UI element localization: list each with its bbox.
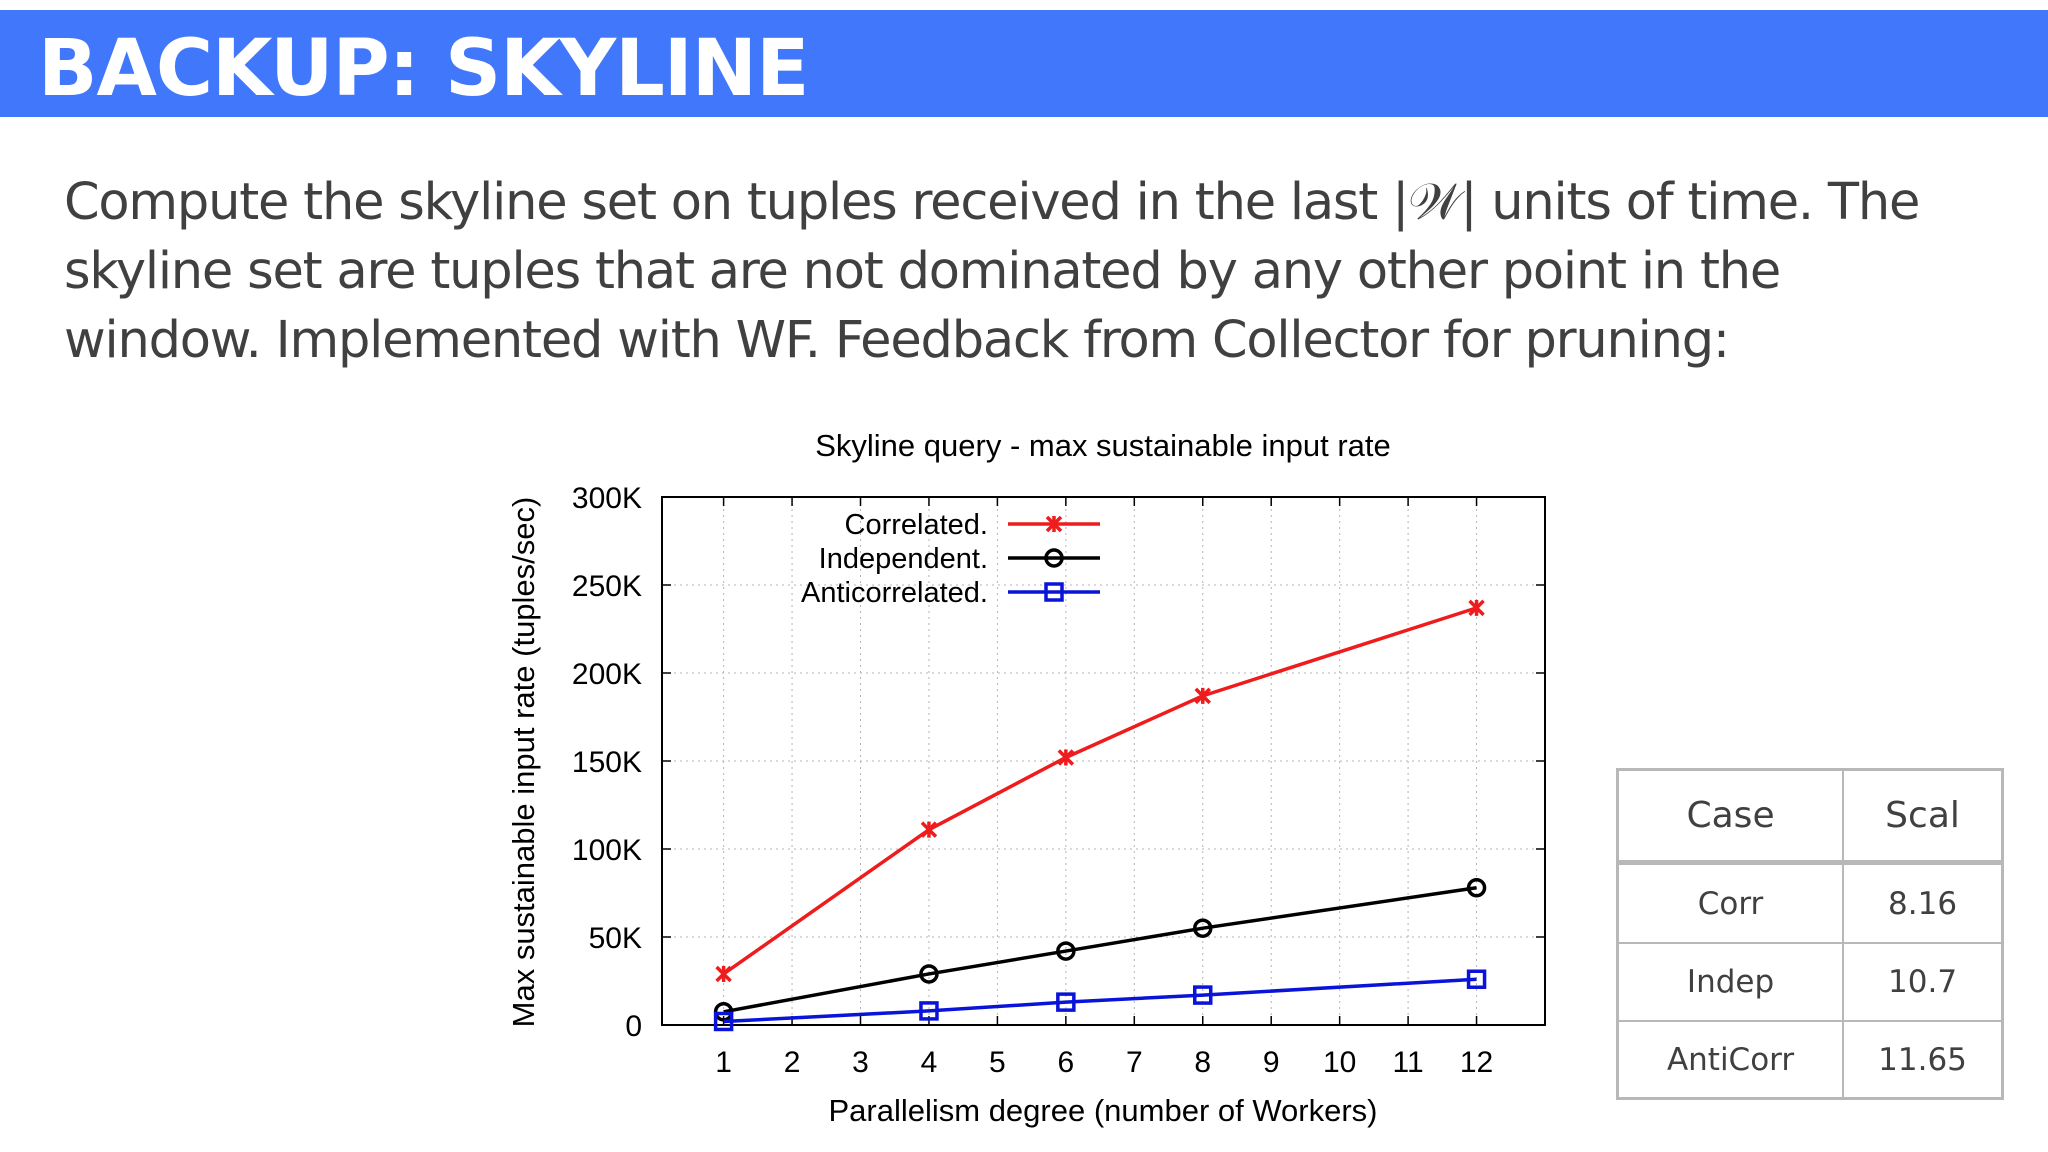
data-point xyxy=(1466,969,1487,989)
table-cell-scal: 10.7 xyxy=(1842,942,2001,1023)
data-point xyxy=(919,964,939,984)
data-point xyxy=(1056,992,1076,1012)
x-tick-label: 1 xyxy=(715,1046,732,1079)
data-point xyxy=(1044,548,1064,568)
series-anticorrelated xyxy=(713,969,1487,1032)
series-correlated xyxy=(715,599,1485,983)
data-point xyxy=(713,1011,734,1032)
x-tick-label: 4 xyxy=(921,1046,938,1079)
series-line xyxy=(722,606,1478,976)
y-tick-label: 300K xyxy=(572,482,642,515)
y-tick-label: 250K xyxy=(572,570,642,603)
x-tick-label: 2 xyxy=(784,1046,801,1079)
x-tick-label: 12 xyxy=(1460,1046,1493,1079)
data-point xyxy=(1193,918,1213,938)
data-point xyxy=(1466,877,1487,898)
table-row: Indep 10.7 xyxy=(1619,942,2001,1023)
y-tick-label: 200K xyxy=(572,658,642,691)
table-header-scal: Scal xyxy=(1842,771,2001,865)
data-point xyxy=(1468,599,1485,617)
data-point xyxy=(1057,749,1075,766)
x-axis-label: Parallelism degree (number of Workers) xyxy=(828,1093,1377,1128)
x-tick-label: 3 xyxy=(852,1046,869,1079)
y-tick-label: 100K xyxy=(572,834,642,867)
x-tick-label: 5 xyxy=(989,1046,1006,1079)
body-line-2: skyline set are tuples that are not domi… xyxy=(64,242,1781,301)
legend-label: Correlated. xyxy=(845,509,988,541)
table-cell-case: Indep xyxy=(1619,942,1845,1023)
title-bar: BACKUP: SKYLINE xyxy=(0,10,2048,117)
y-axis-label: Max sustainable input rate (tuples/sec) xyxy=(506,497,541,1028)
chart-title: Skyline query - max sustainable input ra… xyxy=(815,428,1391,463)
series-line xyxy=(723,885,1477,1014)
x-tick-label: 7 xyxy=(1126,1046,1143,1079)
data-point xyxy=(1056,941,1076,961)
legend-item: Independent. xyxy=(819,543,1100,575)
scalability-table: Case Scal Corr 8.16 Indep 10.7 AntiCorr … xyxy=(1616,768,2004,1100)
table-row: Corr 8.16 xyxy=(1619,861,2001,945)
table-cell-scal: 11.65 xyxy=(1842,1020,2001,1097)
slide-title: BACKUP: SKYLINE xyxy=(38,24,809,114)
data-point xyxy=(920,821,938,838)
y-tick-label: 0 xyxy=(625,1010,642,1043)
data-point xyxy=(1045,515,1063,533)
x-tick-label: 6 xyxy=(1058,1046,1075,1079)
x-tick-label: 11 xyxy=(1393,1046,1424,1079)
table-header-case: Case xyxy=(1619,771,1845,865)
data-point xyxy=(919,1001,939,1021)
legend-label: Anticorrelated. xyxy=(801,577,988,609)
table-header-row: Case Scal xyxy=(1619,771,2001,865)
legend-item: Anticorrelated. xyxy=(801,577,1100,609)
data-point xyxy=(1044,582,1064,602)
data-point xyxy=(1194,687,1211,705)
table-row: AntiCorr 11.65 xyxy=(1619,1020,2001,1097)
x-tick-label: 10 xyxy=(1323,1046,1356,1079)
data-point xyxy=(715,965,732,983)
legend-item: Correlated. xyxy=(845,509,1100,541)
body-line-3: window. Implemented with WF. Feedback fr… xyxy=(64,311,1730,370)
table-cell-case: AntiCorr xyxy=(1619,1020,1845,1097)
y-tick-label: 150K xyxy=(572,746,642,779)
table-cell-scal: 8.16 xyxy=(1842,861,2001,945)
data-point xyxy=(1193,985,1213,1005)
series-line xyxy=(723,977,1477,1024)
table-cell-case: Corr xyxy=(1619,861,1845,945)
legend-label: Independent. xyxy=(819,543,988,575)
y-tick-label: 50K xyxy=(589,922,642,955)
body-line-1: Compute the skyline set on tuples receiv… xyxy=(64,173,1920,232)
x-tick-label: 8 xyxy=(1194,1046,1211,1079)
x-tick-label: 9 xyxy=(1263,1046,1280,1079)
slide-body-text: Compute the skyline set on tuples receiv… xyxy=(64,168,2024,375)
